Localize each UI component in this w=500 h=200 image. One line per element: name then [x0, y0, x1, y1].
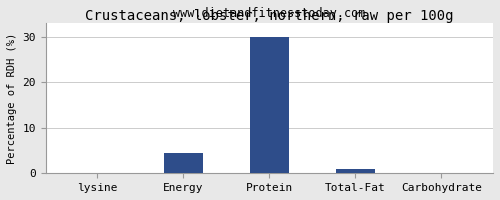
Bar: [164, 153, 202, 173]
Title: Crustaceans, lobster, northern, raw per 100g: Crustaceans, lobster, northern, raw per …: [85, 9, 454, 23]
Bar: [336, 169, 375, 173]
Y-axis label: Percentage of RDH (%): Percentage of RDH (%): [7, 33, 17, 164]
Text: www.dietandfitnesstoday.com: www.dietandfitnesstoday.com: [173, 7, 366, 20]
Bar: [250, 37, 288, 173]
